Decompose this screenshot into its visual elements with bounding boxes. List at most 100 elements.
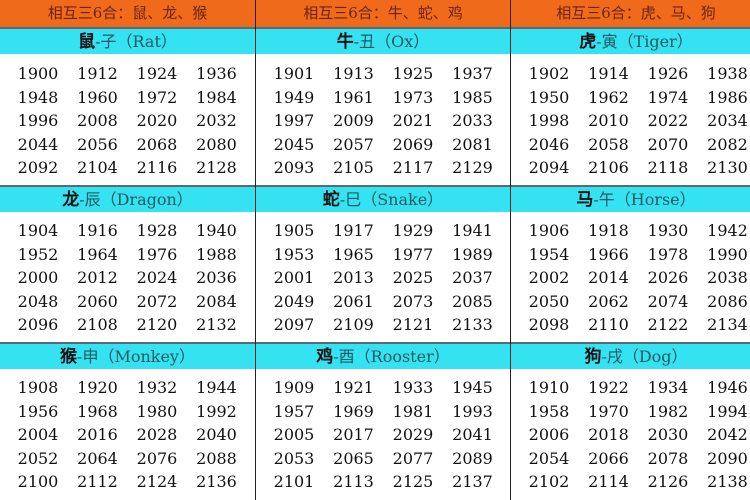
year-cell: 2125 — [392, 472, 434, 492]
year-cell: 1966 — [588, 244, 629, 264]
year-cell: 1945 — [452, 378, 493, 397]
animal-header: 猴-申（Monkey） — [0, 342, 255, 369]
year-cell: 2026 — [647, 268, 689, 288]
year-cell: 1992 — [196, 401, 237, 421]
branch-label: -巳（Snake） — [339, 190, 444, 209]
year-cell: 1961 — [333, 87, 374, 107]
animal-header: 牛-丑（Ox） — [256, 27, 510, 54]
year-cell: 2006 — [528, 425, 570, 445]
year-cell: 2088 — [196, 448, 237, 468]
year-cell: 2098 — [528, 315, 570, 335]
year-cell: 1990 — [707, 244, 748, 264]
year-cell: 2126 — [647, 472, 689, 492]
year-cell: 2077 — [392, 448, 434, 468]
year-cell: 2040 — [196, 425, 237, 445]
year-cell: 2024 — [136, 268, 178, 288]
year-cell: 2121 — [392, 315, 434, 335]
column-divider — [510, 0, 511, 500]
year-cell: 1930 — [647, 221, 689, 240]
year-cell: 2124 — [136, 472, 178, 492]
year-cell: 1948 — [17, 87, 59, 107]
year-cell: 2081 — [452, 134, 493, 154]
year-cell: 2085 — [452, 291, 493, 311]
year-cell: 1942 — [707, 221, 748, 240]
year-cell: 1906 — [528, 221, 570, 240]
year-cell: 2116 — [136, 158, 178, 178]
year-cell: 2096 — [17, 315, 59, 335]
year-cell: 2022 — [647, 111, 689, 131]
year-cell: 2052 — [17, 448, 59, 468]
year-cell: 2082 — [707, 134, 748, 154]
year-cell: 2060 — [77, 291, 118, 311]
year-cell: 1928 — [136, 221, 178, 240]
year-cell: 1905 — [273, 221, 315, 240]
year-cell: 1902 — [528, 64, 570, 83]
column-divider — [255, 0, 256, 500]
animal-header: 狗-戌（Dog） — [511, 342, 750, 369]
year-cell: 1924 — [136, 64, 178, 83]
year-cell: 1972 — [136, 87, 178, 107]
year-cell: 2068 — [136, 134, 178, 154]
year-cell: 2048 — [17, 291, 59, 311]
year-cell: 1940 — [196, 221, 237, 240]
year-cell: 2001 — [273, 268, 315, 288]
year-cell: 2016 — [77, 425, 118, 445]
year-cell: 1918 — [588, 221, 629, 240]
year-cell: 2032 — [196, 111, 237, 131]
year-cell: 1929 — [392, 221, 434, 240]
branch-label: -寅（Tiger） — [596, 32, 693, 51]
year-cell: 2090 — [707, 448, 748, 468]
animal-header: 马-午（Horse） — [511, 185, 750, 212]
year-cell: 1960 — [77, 87, 118, 107]
year-cell: 1954 — [528, 244, 570, 264]
year-cell: 1904 — [17, 221, 59, 240]
year-cell: 2025 — [392, 268, 434, 288]
year-cell: 1941 — [452, 221, 493, 240]
year-cell: 1973 — [392, 87, 434, 107]
year-cell: 2136 — [196, 472, 237, 492]
year-cell: 2064 — [77, 448, 118, 468]
animal-name: 龙 — [62, 190, 80, 210]
year-cell: 1996 — [17, 111, 59, 131]
year-cell: 1912 — [77, 64, 118, 83]
animal-name: 牛 — [336, 32, 354, 52]
year-cell: 1986 — [707, 87, 748, 107]
branch-label: -戌（Dog） — [601, 347, 688, 366]
year-cell: 2009 — [333, 111, 374, 131]
animal-name: 鼠 — [78, 32, 96, 52]
year-cell: 2021 — [392, 111, 434, 131]
year-cell: 1917 — [333, 221, 374, 240]
year-cell: 2014 — [588, 268, 629, 288]
year-cell: 2017 — [333, 425, 374, 445]
year-cell: 1968 — [77, 401, 118, 421]
year-cell: 2093 — [273, 158, 315, 178]
year-cell: 2045 — [273, 134, 315, 154]
year-cell: 2036 — [196, 268, 237, 288]
year-cell: 2049 — [273, 291, 315, 311]
year-cell: 2105 — [333, 158, 374, 178]
year-cell: 2132 — [196, 315, 237, 335]
year-cell: 1985 — [452, 87, 493, 107]
year-cell: 2097 — [273, 315, 315, 335]
year-cell: 1988 — [196, 244, 237, 264]
year-cell: 2008 — [77, 111, 118, 131]
year-cell: 2138 — [707, 472, 748, 492]
year-cell: 2012 — [77, 268, 118, 288]
year-cell: 2080 — [196, 134, 237, 154]
year-cell: 2128 — [196, 158, 237, 178]
year-cell: 2113 — [333, 472, 374, 492]
year-cell: 2133 — [452, 315, 493, 335]
year-cell: 1969 — [333, 401, 374, 421]
animal-header: 龙-辰（Dragon） — [0, 185, 255, 212]
year-cell: 1925 — [392, 64, 434, 83]
year-cell: 2058 — [588, 134, 629, 154]
year-cell: 2120 — [136, 315, 178, 335]
year-cell: 2104 — [77, 158, 118, 178]
year-cell: 2137 — [452, 472, 493, 492]
zodiac-column: 相互三6合：牛、蛇、鸡 牛-丑（Ox） 1901 1913 1925 1937 1949 19… — [256, 0, 510, 500]
year-cell: 2000 — [17, 268, 59, 288]
year-cell: 2056 — [77, 134, 118, 154]
year-cell: 2028 — [136, 425, 178, 445]
year-cell: 1938 — [707, 64, 748, 83]
